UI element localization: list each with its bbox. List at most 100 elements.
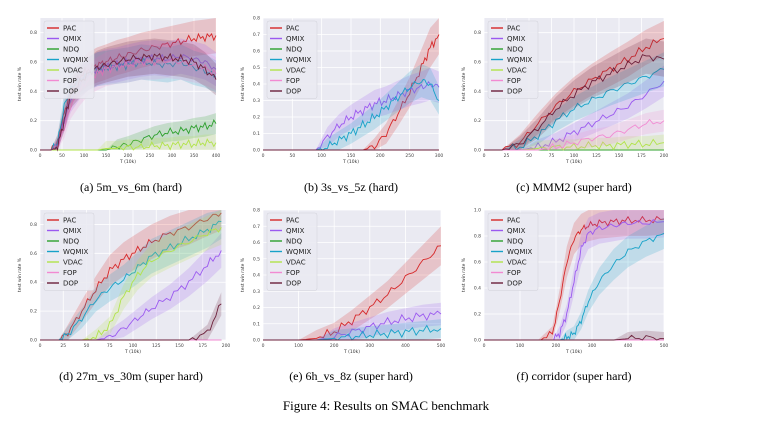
y-tick-label: 0.4	[30, 89, 37, 95]
series-band-wqmix	[263, 319, 441, 340]
x-tick-label: 175	[637, 153, 646, 159]
subfigure-caption: (e) 6h_vs_8z (super hard)	[289, 369, 413, 383]
x-tick-label: 0	[262, 153, 265, 159]
legend-label-qmix: QMIX	[286, 227, 305, 235]
legend: PAC QMIX NDQ WQMIX VDAC FOP DOP	[487, 212, 539, 291]
x-tick-label: 300	[435, 153, 444, 159]
legend-label-vdac: VDAC	[63, 66, 83, 74]
x-tick-label: 500	[660, 343, 669, 349]
y-tick-label: 0.3	[253, 289, 260, 295]
legend-label-fop: FOP	[286, 269, 300, 277]
x-tick-label: 200	[330, 343, 339, 349]
x-tick-label: 400	[212, 153, 221, 159]
y-tick-label: 0.2	[30, 309, 37, 315]
x-axis-label: T (10k)	[342, 159, 359, 165]
legend-label-pac: PAC	[63, 216, 76, 224]
y-axis-label: test win rate %	[240, 66, 246, 101]
chart-panel-3: 0.0 0.2 0.4 0.6 0.8 0 25 50 75 100 125 150 175 200 T (…	[461, 18, 668, 194]
y-tick-label: 0.2	[253, 305, 260, 311]
x-tick-label: 25	[504, 153, 510, 159]
x-tick-label: 125	[152, 343, 161, 349]
y-tick-label: 0.4	[474, 286, 481, 292]
legend-label-pac: PAC	[507, 24, 520, 32]
x-tick-label: 200	[660, 153, 669, 159]
legend-box	[266, 212, 318, 291]
legend-label-qmix: QMIX	[507, 35, 526, 43]
series-band-ndq	[40, 113, 216, 150]
legend-label-dop: DOP	[286, 279, 301, 287]
series-band-pac	[263, 226, 441, 340]
y-tick-label: 0.4	[253, 82, 260, 88]
x-tick-label: 50	[526, 153, 532, 159]
y-tick-label: 0.2	[30, 118, 37, 124]
x-tick-label: 150	[347, 153, 356, 159]
subfigure-caption: (b) 3s_vs_5z (hard)	[304, 180, 398, 194]
y-tick-label: 0.2	[474, 312, 481, 318]
y-tick-label: 0.6	[474, 260, 481, 266]
legend-label-wqmix: WQMIX	[507, 248, 533, 256]
x-tick-label: 300	[168, 153, 177, 159]
series-line-pac	[263, 245, 442, 341]
legend-label-pac: PAC	[63, 24, 76, 32]
y-tick-label: 0.4	[253, 273, 260, 279]
y-tick-label: 0.6	[253, 240, 260, 246]
legend: PAC QMIX NDQ WQMIX VDAC FOP DOP	[487, 20, 539, 99]
series-line-qmix	[40, 53, 217, 151]
series-line-wqmix	[263, 78, 440, 151]
series-line-wqmix	[40, 220, 222, 341]
y-tick-label: 0.5	[253, 65, 260, 71]
x-tick-label: 0	[39, 153, 42, 159]
x-axis-label: T (10k)	[565, 159, 582, 165]
legend-box	[43, 20, 95, 99]
legend-label-qmix: QMIX	[507, 227, 526, 235]
series-line-wqmix	[40, 57, 217, 151]
x-tick-label: 50	[84, 343, 90, 349]
y-tick-label: 0.6	[30, 251, 37, 257]
series-band-qmix	[263, 67, 439, 150]
legend-label-pac: PAC	[507, 216, 520, 224]
legend: PAC QMIX NDQ WQMIX VDAC FOP DOP	[43, 212, 95, 291]
legend-label-pac: PAC	[286, 216, 299, 224]
x-tick-label: 0	[483, 343, 486, 349]
x-tick-label: 400	[401, 343, 410, 349]
legend-label-vdac: VDAC	[507, 258, 527, 266]
x-tick-label: 200	[552, 343, 561, 349]
x-axis-label: T (10k)	[119, 159, 136, 165]
y-tick-label: 0.1	[253, 131, 260, 137]
series-band-wqmix	[484, 217, 664, 340]
legend-label-qmix: QMIX	[63, 35, 82, 43]
y-axis-label: test win rate %	[461, 257, 467, 292]
legend-label-ndq: NDQ	[507, 237, 524, 245]
y-tick-label: 0.0	[474, 148, 481, 154]
x-axis-label: T (10k)	[565, 349, 582, 355]
x-tick-label: 500	[437, 343, 446, 349]
y-tick-label: 0.8	[30, 222, 37, 228]
series-line-pac	[40, 212, 222, 341]
series-band-fop	[40, 42, 216, 150]
x-tick-label: 250	[405, 153, 414, 159]
x-tick-label: 100	[317, 153, 326, 159]
legend: PAC QMIX NDQ WQMIX VDAC FOP DOP	[43, 20, 95, 99]
legend-label-fop: FOP	[507, 77, 521, 85]
series-band-vdac	[484, 134, 664, 150]
x-tick-label: 250	[146, 153, 155, 159]
series-line-dop	[484, 54, 665, 151]
legend-label-ndq: NDQ	[286, 237, 303, 245]
x-tick-label: 300	[588, 343, 597, 349]
legend-label-wqmix: WQMIX	[286, 248, 312, 256]
y-tick-label: 0.0	[30, 338, 37, 344]
x-axis-label: T (10k)	[124, 349, 141, 355]
chart-panel-4: 0.0 0.2 0.4 0.6 0.8 0 25 50 75 100 125 150 175 200 T (…	[17, 210, 230, 383]
series-line-dop	[484, 334, 665, 341]
series-line-vdac	[40, 138, 217, 151]
legend-box	[266, 20, 318, 99]
legend: PAC QMIX NDQ WQMIX VDAC FOP DOP	[266, 212, 318, 291]
x-tick-label: 100	[570, 153, 579, 159]
y-tick-label: 0.2	[253, 115, 260, 121]
chart-panel-2: 0.0 0.1 0.2 0.3 0.4 0.5 0.6 0.7 0.8 0 50 100 150 200 2…	[240, 16, 443, 195]
legend-label-wqmix: WQMIX	[63, 248, 89, 256]
chart-panel-6: 0.0 0.2 0.4 0.6 0.8 1.0 0 100 200 300 400 500 T (10k…	[461, 208, 668, 384]
legend-label-dop: DOP	[507, 87, 522, 95]
x-tick-label: 25	[60, 343, 66, 349]
